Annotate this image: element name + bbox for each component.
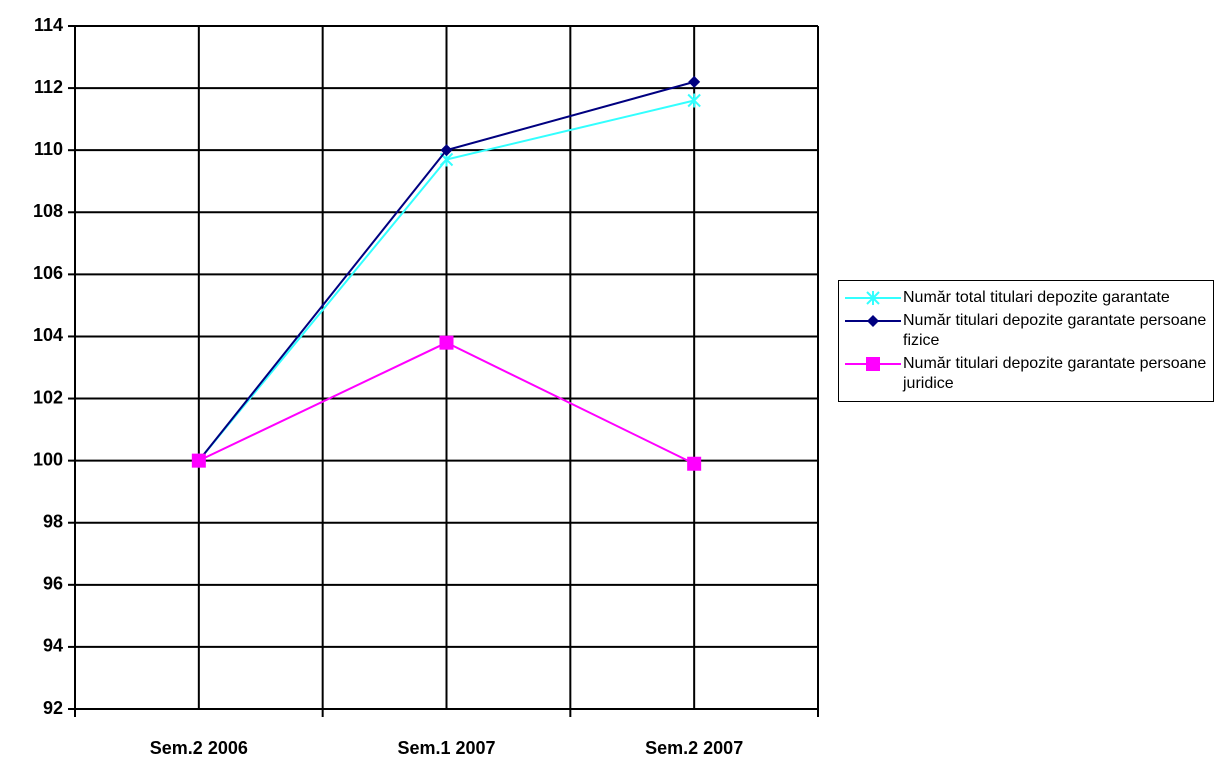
x-tick-label: Sem.2 2007	[645, 738, 743, 758]
marker	[867, 315, 879, 327]
legend-label: Număr total titulari depozite garantate	[903, 289, 1170, 306]
y-tick-label: 96	[43, 574, 63, 594]
marker	[866, 291, 880, 305]
y-tick-label: 110	[34, 139, 63, 159]
marker	[688, 75, 701, 88]
y-tick-label: 106	[33, 263, 63, 283]
legend-key	[845, 315, 901, 327]
legend-label: Număr titulari depozite garantate persoa…	[903, 355, 1207, 392]
y-tick-label: 112	[34, 77, 63, 97]
legend-key	[845, 291, 901, 305]
x-tick-label: Sem.2 2006	[150, 738, 248, 758]
y-tick-label: 108	[33, 201, 63, 221]
y-tick-label: 102	[33, 387, 63, 407]
y-tick-label: 94	[43, 636, 63, 656]
legend-key	[845, 357, 901, 371]
marker	[191, 453, 206, 468]
y-tick-label: 98	[43, 511, 63, 531]
legend: Număr total titulari depozite garantate N…	[838, 280, 1214, 402]
legend-entry: Număr total titulari depozite garantate	[839, 288, 1213, 308]
legend-entry: Număr titulari depozite garantate persoa…	[839, 311, 1213, 351]
marker	[687, 456, 702, 471]
y-tick-label: 104	[33, 325, 63, 345]
y-tick-label: 100	[33, 449, 63, 469]
marker	[439, 335, 454, 350]
y-tick-label: 114	[34, 15, 63, 35]
legend-entry: Număr titulari depozite garantate persoa…	[839, 354, 1213, 394]
marker	[866, 357, 880, 371]
y-tick-label: 92	[43, 698, 63, 718]
marker	[440, 144, 453, 157]
legend-label: Număr titulari depozite garantate persoa…	[903, 312, 1207, 349]
marker	[687, 93, 701, 108]
x-tick-label: Sem.1 2007	[397, 738, 495, 758]
